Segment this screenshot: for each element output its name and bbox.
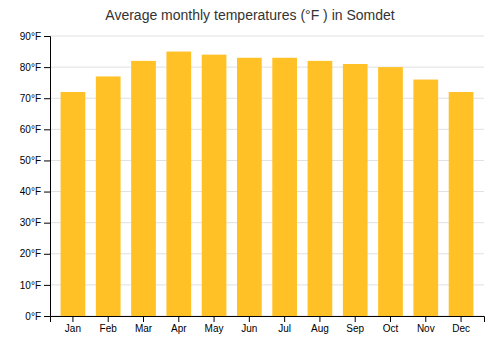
bar <box>96 76 121 316</box>
y-tick-label: 60°F <box>20 124 41 135</box>
y-tick-mark <box>44 36 50 37</box>
x-tick-mark <box>284 316 285 322</box>
y-tick: 0°F <box>25 311 50 322</box>
x-tick-mark <box>390 316 391 322</box>
x-tick-label: Dec <box>452 323 470 334</box>
y-tick: 50°F <box>20 155 50 166</box>
x-axis: Jan Feb Mar Apr May Jun Jul Aug Sep Oct Nov Dec <box>51 316 485 334</box>
bars <box>61 52 474 316</box>
x-tick-mark <box>178 316 179 322</box>
y-tick-mark <box>44 98 50 99</box>
x-tick-label: Jul <box>278 323 291 334</box>
x-tick: Jan <box>65 316 81 334</box>
x-tick-mark <box>249 316 250 322</box>
x-tick: Jul <box>278 316 291 334</box>
x-tick-label: Jan <box>65 323 81 334</box>
x-tick-mark <box>425 316 426 322</box>
y-tick-mark <box>44 254 50 255</box>
y-tick-label: 80°F <box>20 62 41 73</box>
x-tick-label: Feb <box>100 323 118 334</box>
bar <box>237 58 262 316</box>
y-tick-mark <box>44 223 50 224</box>
x-tick: Aug <box>311 316 329 334</box>
x-axis-line <box>51 317 485 323</box>
x-tick-mark <box>143 316 144 322</box>
y-tick: 70°F <box>20 93 50 104</box>
bar <box>413 80 438 316</box>
x-tick: Jun <box>241 316 257 334</box>
x-tick: Nov <box>417 316 435 334</box>
y-tick-mark <box>44 67 50 68</box>
x-tick-label: Sep <box>346 323 364 334</box>
y-tick: 40°F <box>20 186 50 197</box>
x-tick: Mar <box>135 316 153 334</box>
y-tick-label: 50°F <box>20 155 41 166</box>
x-tick-label: Nov <box>417 323 435 334</box>
x-tick: Sep <box>346 316 364 334</box>
plot-area: Jan Feb Mar Apr May Jun Jul Aug Sep Oct Nov Dec 0°F 1… <box>20 31 485 334</box>
y-tick-label: 10°F <box>20 280 41 291</box>
y-tick-mark <box>44 160 50 161</box>
y-tick-mark <box>44 129 50 130</box>
x-tick-label: Jun <box>241 323 257 334</box>
page: {"chart_data": {"type": "bar", "title": … <box>0 0 500 350</box>
y-tick-label: 0°F <box>25 311 41 322</box>
y-axis-line <box>44 37 51 317</box>
chart-title: Average monthly temperatures (°F ) in So… <box>105 7 394 23</box>
bar <box>61 92 86 316</box>
x-tick-mark <box>355 316 356 322</box>
x-tick-mark <box>108 316 109 322</box>
y-tick: 80°F <box>20 62 50 73</box>
x-tick-mark <box>214 316 215 322</box>
y-tick-mark <box>44 285 50 286</box>
y-tick: 20°F <box>20 248 50 259</box>
bar <box>166 52 191 316</box>
grid-line <box>50 36 484 37</box>
y-tick-mark <box>44 192 50 193</box>
bar <box>378 67 403 316</box>
y-tick-label: 70°F <box>20 93 41 104</box>
chart-container: Average monthly temperatures (°F ) in So… <box>0 0 500 350</box>
x-tick-label: Oct <box>383 323 399 334</box>
y-tick: 90°F <box>20 31 50 42</box>
y-tick-label: 20°F <box>20 248 41 259</box>
x-tick-label: Mar <box>135 323 153 334</box>
x-tick: May <box>205 316 224 334</box>
chart-svg: Average monthly temperatures (°F ) in So… <box>0 0 500 350</box>
bar <box>272 58 297 316</box>
x-tick-label: May <box>205 323 224 334</box>
x-tick: Dec <box>452 316 470 334</box>
bar <box>343 64 368 316</box>
bar <box>202 55 227 316</box>
y-tick-label: 40°F <box>20 186 41 197</box>
y-tick-mark <box>44 316 50 317</box>
bar <box>449 92 474 316</box>
x-tick-label: Apr <box>171 323 187 334</box>
x-tick: Apr <box>171 316 187 334</box>
x-tick-mark <box>461 316 462 322</box>
y-tick: 30°F <box>20 217 50 228</box>
x-tick-label: Aug <box>311 323 329 334</box>
grid <box>50 36 484 316</box>
y-tick: 60°F <box>20 124 50 135</box>
x-tick: Oct <box>383 316 399 334</box>
x-tick-mark <box>72 316 73 322</box>
bar <box>131 61 156 316</box>
y-tick-label: 30°F <box>20 217 41 228</box>
y-axis: 0°F 10°F 20°F 30°F 40°F 50°F 60°F 70°F 80°F 90°F <box>20 31 51 322</box>
bar <box>308 61 333 316</box>
x-tick: Feb <box>100 316 118 334</box>
x-tick-mark <box>319 316 320 322</box>
y-tick: 10°F <box>20 280 50 291</box>
grid-line <box>50 67 484 68</box>
y-tick-label: 90°F <box>20 31 41 42</box>
